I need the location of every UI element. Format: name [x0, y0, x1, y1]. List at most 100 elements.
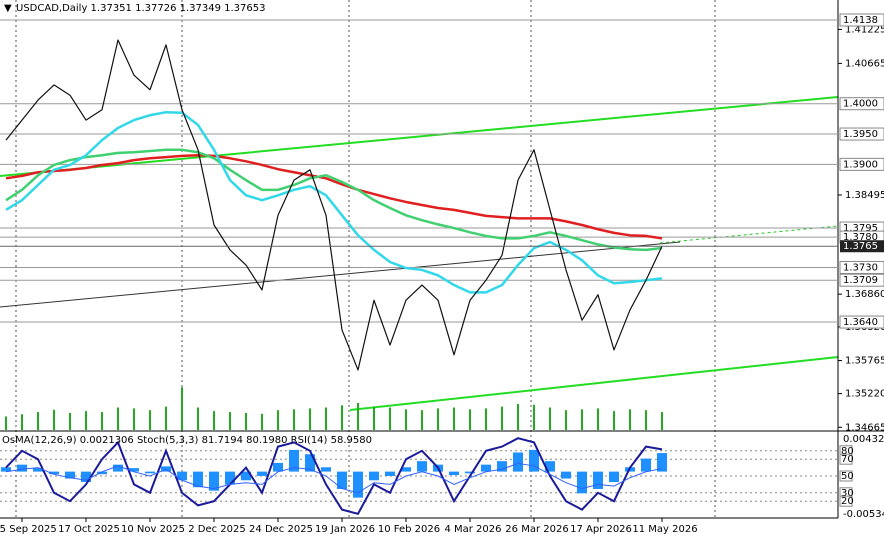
y-tick-label: 1.38495 — [845, 190, 884, 201]
chart-title: USDCAD,Daily 1.37351 1.37726 1.37349 1.3… — [16, 3, 266, 14]
osma-bar — [289, 449, 299, 472]
y-tick-label: -0.005342 — [843, 509, 884, 520]
x-tick-label: 17 Apr 2026 — [570, 524, 632, 535]
level-box — [839, 127, 884, 141]
osma-bar — [385, 471, 395, 476]
level-box — [839, 157, 884, 171]
volume-bar — [357, 403, 359, 430]
osma-bar — [593, 471, 603, 489]
channel-line — [0, 241, 681, 308]
level-label: 1.3780 — [843, 232, 878, 243]
volume-bar — [597, 408, 599, 430]
osma-bar — [33, 468, 43, 472]
indicator-title: OsMA(12,26,9) 0.0021306 Stoch(5,3,3) 81.… — [2, 435, 372, 446]
volume-bar — [389, 407, 391, 430]
y2-tick-label: 80 — [841, 446, 854, 457]
osma-bar — [417, 461, 427, 472]
volume-bar — [21, 414, 23, 430]
osma-bar — [257, 471, 267, 476]
volume-bar — [629, 409, 631, 430]
y2-tick-label: 70 — [841, 454, 854, 465]
y-tick-label: 0.0043278 — [843, 434, 884, 445]
volume-bar — [181, 387, 183, 430]
indicator-line — [5, 437, 663, 515]
y-tick-label: 1.41225 — [845, 24, 884, 35]
volume-bar — [453, 407, 455, 430]
x-tick-label: 2 Dec 2025 — [188, 524, 246, 535]
x-tick-label: 25 Sep 2025 — [0, 524, 57, 535]
volume-bar — [437, 408, 439, 430]
osma-bar — [497, 461, 507, 472]
osma-bar — [305, 454, 315, 472]
current-price-label: 1.3765 — [843, 241, 878, 252]
volume-bar — [485, 408, 487, 430]
osma-bar — [97, 471, 107, 475]
level-box — [839, 97, 884, 111]
volume-bar — [613, 411, 615, 430]
osma-bar — [113, 464, 123, 472]
volume-bar — [421, 410, 423, 430]
volume-bar — [261, 413, 263, 430]
osma-bar — [369, 471, 379, 481]
osma-bar — [561, 471, 571, 479]
trend-line — [0, 96, 839, 177]
volume-bar — [645, 410, 647, 430]
level-box — [839, 13, 884, 27]
osma-bar — [1, 467, 11, 472]
osma-bar — [225, 471, 235, 485]
volume-bar — [373, 406, 375, 430]
volume-bar — [565, 410, 567, 430]
osma-bar — [209, 471, 219, 491]
y2-tick-label: 20 — [841, 496, 854, 507]
level-box — [839, 315, 884, 329]
y-tick-label: 1.35220 — [845, 389, 884, 400]
x-tick-label: 10 Feb 2026 — [378, 524, 440, 535]
current-price-box — [840, 240, 884, 253]
volume-bar — [213, 411, 215, 430]
osma-bar — [641, 458, 651, 472]
volume-bar — [277, 410, 279, 430]
osma-bar — [481, 464, 491, 472]
volume-bar — [149, 410, 151, 430]
osma-bar — [145, 471, 155, 474]
volume-bar — [325, 407, 327, 430]
price-line — [5, 39, 663, 371]
y2-tick-label: 50 — [841, 471, 854, 482]
level-label: 1.3709 — [843, 275, 878, 286]
trend-lines — [0, 96, 839, 411]
x-tick-label: 17 Oct 2025 — [58, 524, 120, 535]
level-box — [839, 260, 884, 274]
level-label: 1.4000 — [843, 99, 878, 110]
volume-bar — [197, 407, 199, 430]
symbol-menu[interactable]: ▼ — [4, 3, 12, 14]
x-tick-label: 19 Jan 2026 — [315, 524, 375, 535]
volume-bar — [229, 412, 231, 430]
price-line — [5, 110, 663, 294]
level-label: 1.4138 — [843, 15, 878, 26]
indicator-line — [5, 462, 663, 494]
y-tick-label: 1.36860 — [845, 289, 884, 300]
osma-bar — [273, 462, 283, 472]
x-tick-label: 24 Dec 2025 — [249, 524, 313, 535]
volume-bar — [69, 412, 71, 430]
level-box — [839, 470, 853, 482]
volume-bar — [661, 412, 663, 430]
volume-bar — [117, 407, 119, 430]
osma-bar — [513, 452, 523, 472]
time-grid — [15, 0, 716, 518]
volume-bar — [517, 403, 519, 430]
osma-bar — [193, 471, 203, 488]
y-tick-label: 1.35765 — [845, 356, 884, 367]
osma-bar — [353, 471, 363, 498]
y2-tick-label: 30 — [841, 488, 854, 499]
volume-bar — [309, 408, 311, 430]
volume-bar — [549, 407, 551, 430]
osma-bar — [465, 471, 475, 474]
osma-bar — [65, 471, 75, 479]
volume-bar — [53, 409, 55, 430]
x-tick-label: 11 May 2026 — [632, 524, 697, 535]
osma-bar — [49, 471, 59, 475]
level-box — [839, 495, 853, 507]
osma-bar — [81, 471, 91, 483]
